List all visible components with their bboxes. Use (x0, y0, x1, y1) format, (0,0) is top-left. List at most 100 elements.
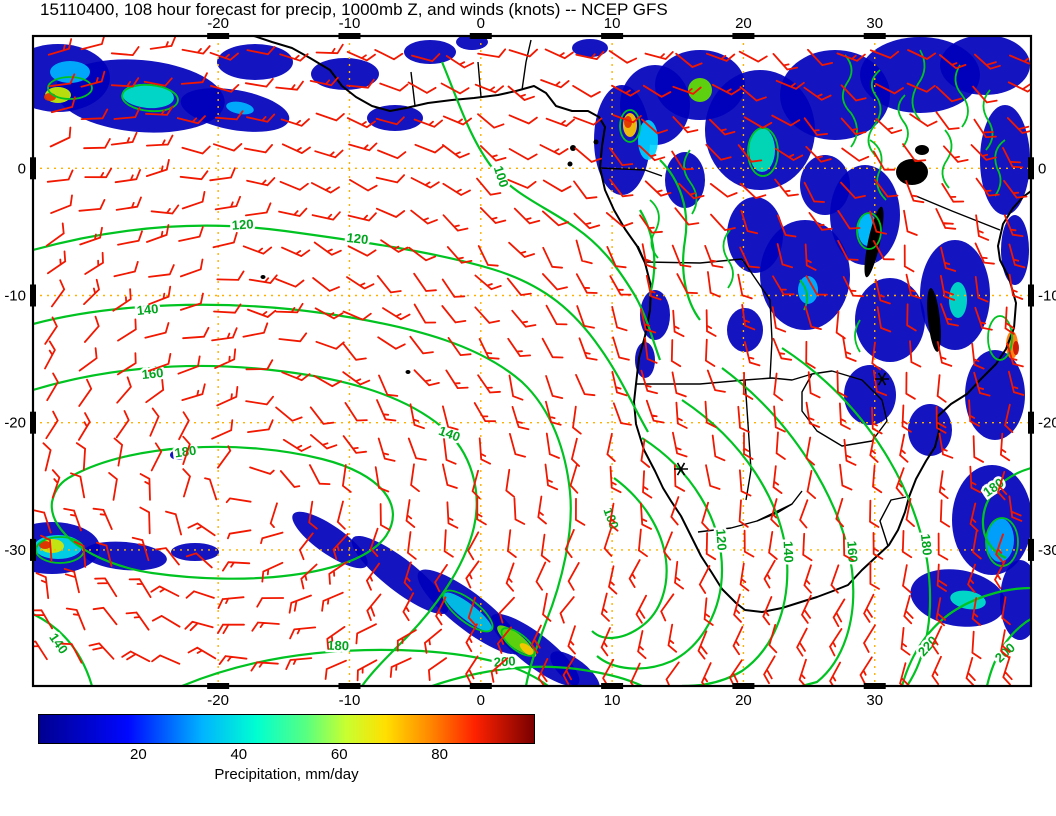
precip-blob (39, 541, 51, 549)
tick-mark-top (601, 33, 624, 39)
country-border (744, 379, 752, 501)
contour-squiggle (869, 139, 887, 201)
x-axis-label-bottom: 20 (735, 692, 752, 706)
contour-squiggle (941, 129, 953, 189)
contour-squiggle (841, 54, 858, 148)
contour-squiggle (649, 199, 660, 259)
contour-ring (500, 627, 536, 657)
precip-blob (456, 36, 488, 50)
country-border (879, 496, 907, 547)
precip-blob (367, 105, 423, 131)
height-contour (33, 224, 649, 433)
contour-ring (856, 212, 882, 250)
height-contour (659, 159, 701, 321)
tick-mark-top (732, 33, 755, 39)
precip-blob (727, 308, 763, 352)
height-contour (781, 347, 932, 686)
country-border (477, 61, 482, 98)
tick-mark-bottom (207, 683, 230, 689)
y-axis-label-right: -10 (1038, 287, 1056, 304)
contour-ring (442, 589, 494, 633)
precip-blob (550, 651, 600, 686)
precip-blob (950, 590, 986, 610)
colorbar-tick-label: 80 (431, 746, 448, 763)
height-contour (681, 399, 789, 686)
contour-label: 180 (327, 638, 349, 654)
precip-blob (986, 518, 1014, 562)
y-axis-label-right: 0 (1038, 160, 1046, 177)
x-axis-label-top: -10 (339, 15, 361, 32)
contour-ring (47, 76, 93, 100)
tick-mark-left (30, 284, 36, 307)
precip-blob (217, 44, 293, 80)
chart-title: 15110400, 108 hour forecast for precip, … (40, 0, 668, 19)
x-axis-label-bottom: 30 (866, 692, 883, 706)
precip-blob (122, 83, 174, 109)
tick-mark-top (207, 33, 230, 39)
contour-squiggle (994, 139, 1006, 197)
height-contour (985, 618, 1031, 686)
precip-blob (1000, 560, 1031, 640)
asterisk-marker (875, 372, 889, 386)
height-contour (596, 437, 724, 670)
contour-squiggle (982, 89, 994, 151)
y-axis-label-right: -30 (1038, 542, 1056, 559)
lake (405, 370, 411, 374)
x-axis-label-top: 30 (866, 15, 883, 32)
precip-blob (170, 450, 186, 460)
precip-blob (572, 39, 608, 57)
precip-blob (908, 404, 952, 456)
precip-blob (171, 543, 219, 561)
tick-mark-right (1028, 157, 1034, 180)
x-axis-label-bottom: 0 (477, 692, 485, 706)
tick-mark-left (30, 411, 36, 434)
tick-mark-top (469, 33, 492, 39)
wind-barbs (33, 36, 1031, 686)
country-border (801, 370, 888, 447)
country-border (410, 71, 416, 107)
country-border (915, 195, 1001, 231)
colorbar-gradient (38, 714, 535, 744)
lake (915, 145, 929, 155)
country-border (637, 245, 646, 263)
precip-blob (1001, 215, 1029, 285)
x-axis-label-top: 0 (477, 15, 485, 32)
tick-mark-top (338, 33, 361, 39)
x-axis-label-bottom: -10 (339, 692, 361, 706)
colorbar-tick-label: 40 (230, 746, 248, 763)
precip-blob (940, 36, 1030, 95)
wind-barb-field (33, 36, 1031, 686)
contour-label: 160 (141, 365, 164, 382)
precip-blob (44, 93, 56, 101)
country-border (741, 258, 773, 379)
colorbar-label: Precipitation, mm/day (214, 766, 359, 783)
height-contour (33, 613, 94, 686)
colorbar: 20 40 60 80 Precipitation, mm/day (38, 714, 535, 783)
tick-mark-right (1028, 538, 1034, 561)
height-contour (591, 477, 668, 639)
country-border (756, 503, 793, 522)
lake (567, 161, 573, 167)
station-markers (674, 372, 889, 476)
precip-blob (519, 643, 537, 657)
x-axis-label-bottom: 10 (604, 692, 621, 706)
axis-labels: -20 -20 -10 -10 0 0 10 10 20 20 30 30 0 0 -10 -10 -20 -20… (4, 15, 1056, 706)
asterisk-marker (674, 462, 688, 476)
y-axis-label-left: -30 (4, 542, 26, 559)
lake (927, 288, 941, 352)
grid-lines (33, 36, 1031, 686)
contour-ring (121, 83, 179, 113)
lake (260, 275, 266, 279)
colorbar-ticks: 20 40 60 80 (38, 744, 535, 764)
colorbar-tick-label: 60 (330, 746, 348, 763)
map-frame (31, 34, 1033, 688)
contour-label: 120 (713, 528, 729, 551)
precip-blob (404, 40, 456, 64)
precip-blob (949, 282, 967, 318)
tick-mark-bottom (601, 683, 624, 689)
contour-squiggle (683, 149, 698, 215)
tick-mark-top (863, 33, 886, 39)
y-axis-label-right: -20 (1038, 415, 1056, 432)
